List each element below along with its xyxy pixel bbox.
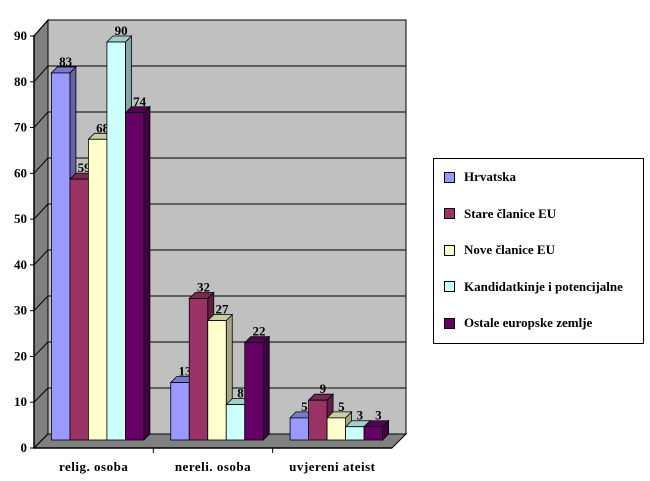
y-tick-label: 30 <box>14 303 27 318</box>
gridline-side <box>33 203 49 220</box>
legend-item: Ostale europske zemlje <box>444 315 592 331</box>
gridline-side <box>33 387 49 403</box>
gridline-side <box>33 249 49 266</box>
bar <box>51 72 71 441</box>
data-label: 3 <box>357 408 364 423</box>
data-label: 22 <box>253 324 266 339</box>
legend-swatch <box>444 317 455 329</box>
bar <box>289 417 309 441</box>
y-tick-label: 60 <box>14 165 27 180</box>
bar <box>244 342 264 441</box>
bar <box>188 298 209 441</box>
bar-side <box>262 335 270 441</box>
legend-label: Ostale europske zemlje <box>464 315 593 331</box>
y-tick-label: 40 <box>14 257 27 272</box>
bar <box>170 382 190 441</box>
bar <box>106 41 126 441</box>
x-tick-label: uvjereni ateist <box>289 459 375 474</box>
legend-swatch <box>444 281 455 293</box>
data-label: 90 <box>115 23 128 38</box>
data-label: 5 <box>338 399 345 414</box>
gridline-side <box>33 295 49 312</box>
data-label: 74 <box>133 94 147 109</box>
y-tick-label: 50 <box>14 211 27 226</box>
y-tick-label: 10 <box>14 394 27 409</box>
legend-item: Stare članice EU <box>444 206 556 222</box>
gridline-side <box>33 157 49 174</box>
legend-swatch <box>444 208 455 220</box>
legend-label: Stare članice EU <box>464 205 557 221</box>
y-tick-label: 0 <box>21 440 28 455</box>
gridline-side <box>33 341 49 357</box>
bar <box>207 320 227 441</box>
legend-item: Kandidatkinje i potencijalne <box>444 279 623 295</box>
data-label: 59 <box>78 160 92 175</box>
gridline-side <box>33 65 49 83</box>
legend-swatch <box>444 171 455 183</box>
legend-label: Nove članice EU <box>464 242 555 258</box>
gridline-side <box>33 111 49 128</box>
legend-item: Hrvatska <box>444 169 516 185</box>
bar <box>88 138 108 441</box>
y-tick-label: 80 <box>14 74 27 89</box>
data-label: 83 <box>59 54 73 69</box>
bar <box>69 178 89 441</box>
y-tick-label: 20 <box>14 348 27 363</box>
gridline-side <box>33 433 49 449</box>
data-label: 32 <box>197 279 210 294</box>
data-label: 5 <box>301 399 308 414</box>
data-label: 27 <box>216 302 230 317</box>
x-tick-label: relig. osoba <box>59 459 128 474</box>
y-tick-label: 70 <box>14 120 27 135</box>
legend: Hrvatska Stare članice EU Nove članice EU K… <box>433 158 644 344</box>
x-tick-label: nereli. osoba <box>175 459 251 474</box>
data-label: 13 <box>179 364 193 379</box>
bar <box>363 426 383 441</box>
bar <box>308 399 328 441</box>
legend-label: Hrvatska <box>464 169 516 185</box>
data-label: 68 <box>96 120 110 135</box>
bar <box>326 417 346 441</box>
legend-item: Nove članice EU <box>444 242 555 258</box>
y-tick-label: 90 <box>14 28 27 43</box>
bar <box>225 404 246 441</box>
data-label: 8 <box>237 386 244 401</box>
bar-side <box>143 105 151 441</box>
gridline-side <box>33 19 49 37</box>
bar <box>345 426 365 441</box>
bar <box>125 112 145 441</box>
data-label: 3 <box>375 408 382 423</box>
side-wall <box>33 18 49 450</box>
data-label: 9 <box>320 381 327 396</box>
legend-label: Kandidatkinje i potencijalne <box>464 278 623 294</box>
legend-swatch <box>444 244 455 256</box>
